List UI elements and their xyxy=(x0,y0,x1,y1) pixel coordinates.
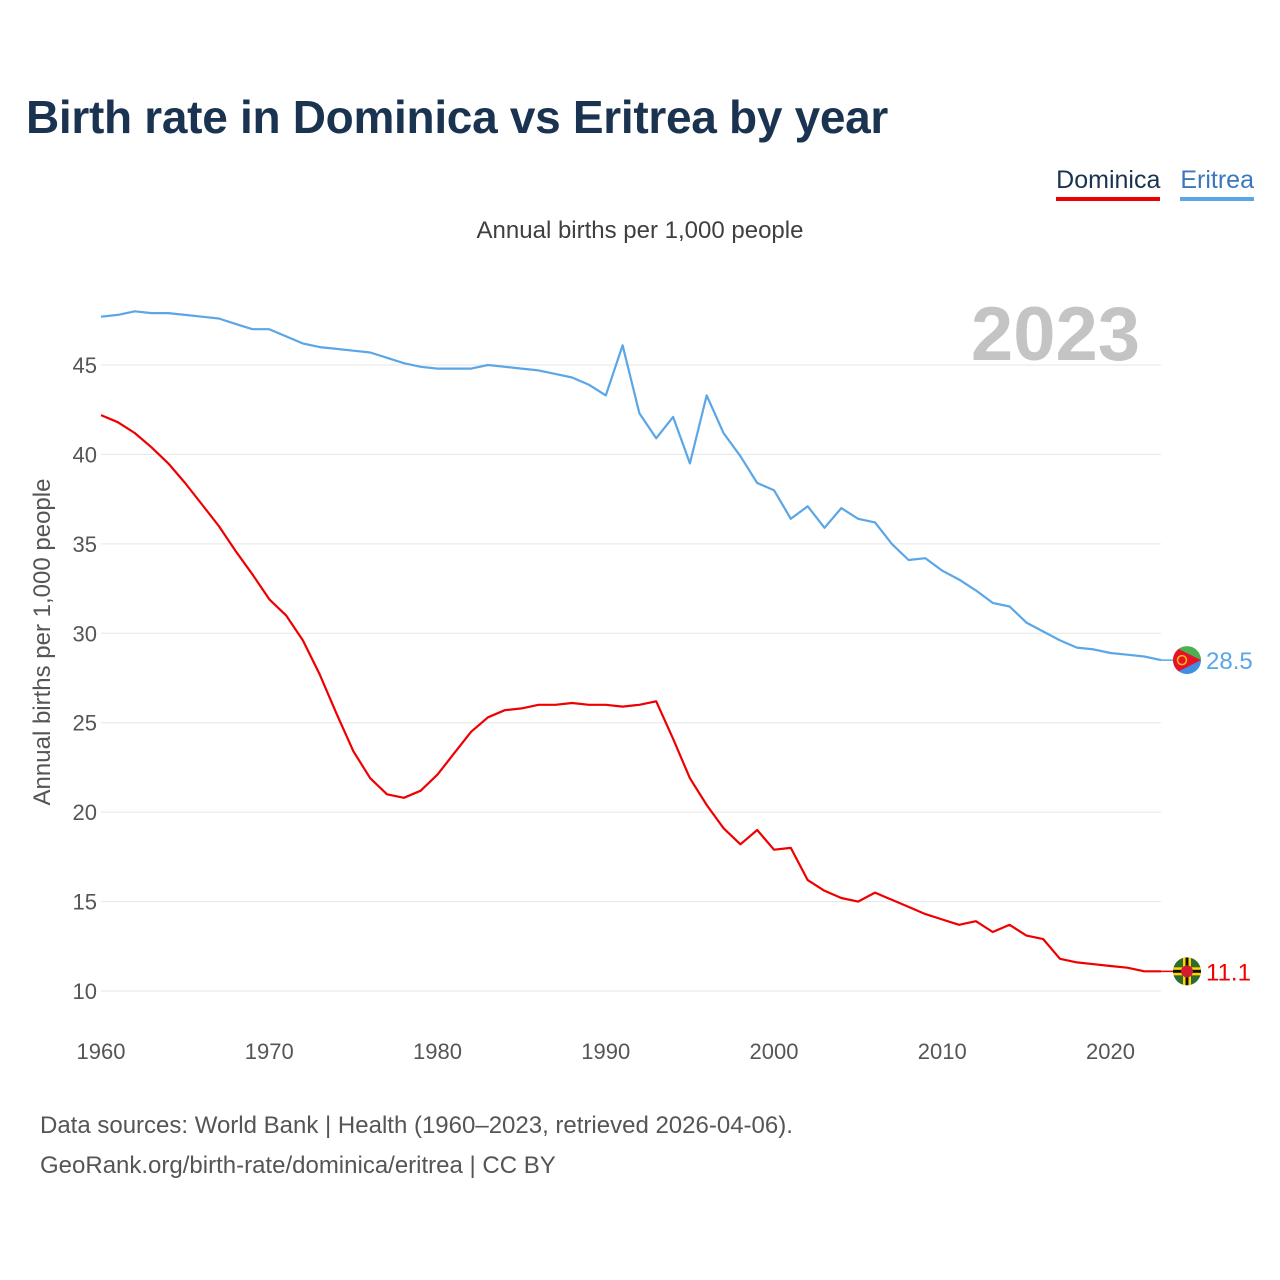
source-line-2[interactable]: GeoRank.org/birth-rate/dominica/eritrea … xyxy=(40,1152,556,1179)
series-line-dominica[interactable] xyxy=(100,414,1161,973)
chart-subtitle: Annual births per 1,000 people xyxy=(476,217,804,244)
x-axis-ticks: 1960 1970 1980 1990 2000 2010 2020 xyxy=(77,1039,1135,1064)
x-tick-label: 2010 xyxy=(918,1039,967,1064)
y-tick-label: 35 xyxy=(73,532,97,557)
legend-item-dominica[interactable]: Dominica xyxy=(1056,166,1161,201)
y-tick-label: 10 xyxy=(73,979,97,1004)
x-tick-label: 2020 xyxy=(1086,1039,1135,1064)
y-tick-label: 40 xyxy=(73,442,97,467)
year-watermark: 2023 xyxy=(971,292,1140,377)
grid-lines xyxy=(101,364,1161,992)
x-tick-label: 1960 xyxy=(77,1039,126,1064)
y-axis-label: Annual births per 1,000 people xyxy=(29,479,56,806)
y-tick-label: 20 xyxy=(73,800,97,825)
y-axis-ticks: 10 15 20 25 30 35 40 45 xyxy=(73,353,97,1004)
x-tick-label: 1980 xyxy=(413,1039,462,1064)
series-lines xyxy=(100,310,1162,973)
chart-title: Birth rate in Dominica vs Eritrea by yea… xyxy=(26,91,889,143)
source-line-1: Data sources: World Bank | Health (1960–… xyxy=(40,1112,793,1139)
y-tick-label: 30 xyxy=(73,621,97,646)
y-tick-label: 25 xyxy=(73,711,97,736)
source-note: Data sources: World Bank | Health (1960–… xyxy=(40,1106,793,1186)
legend: Dominica Eritrea xyxy=(1056,166,1254,201)
end-value-label-dominica: 11.1 xyxy=(1206,959,1251,986)
end-markers: 11.1 28.5 xyxy=(1161,646,1253,986)
y-tick-label: 15 xyxy=(73,890,97,915)
x-tick-label: 1970 xyxy=(245,1039,294,1064)
y-tick-label: 45 xyxy=(73,353,97,378)
legend-label-dominica: Dominica xyxy=(1056,166,1161,194)
series-line-eritrea[interactable] xyxy=(100,310,1162,662)
line-chart: 2023 10 15 20 25 30 35 40 45 1960 1970 1980 1990 20… xyxy=(29,292,1253,1064)
legend-item-eritrea[interactable]: Eritrea xyxy=(1180,166,1254,201)
dominica-flag-icon xyxy=(1173,957,1201,986)
x-tick-label: 1990 xyxy=(581,1039,630,1064)
legend-label-eritrea: Eritrea xyxy=(1180,166,1254,194)
x-tick-label: 2000 xyxy=(750,1039,799,1064)
end-value-label-eritrea: 28.5 xyxy=(1206,648,1253,675)
eritrea-flag-icon xyxy=(1173,646,1201,675)
